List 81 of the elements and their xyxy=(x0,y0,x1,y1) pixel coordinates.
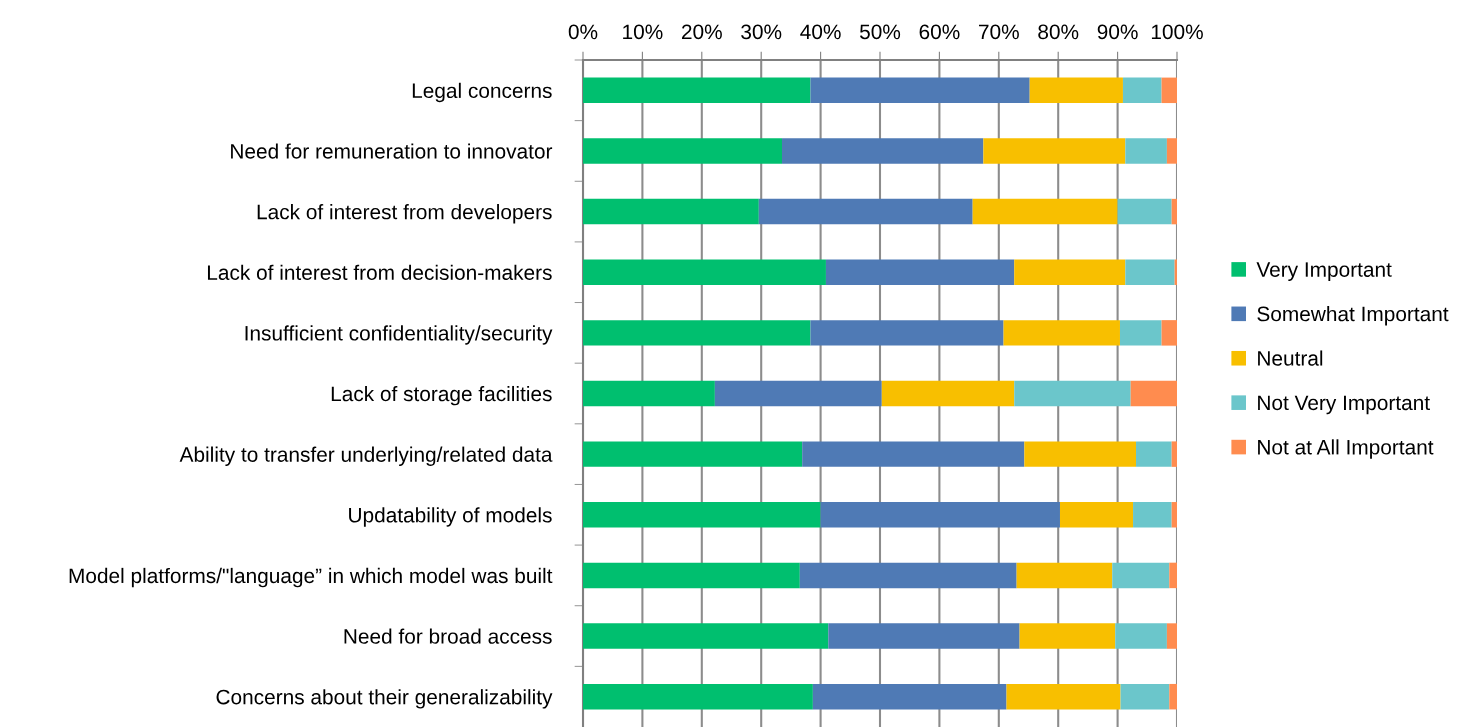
bar xyxy=(1014,380,1131,407)
bar xyxy=(1014,259,1126,285)
x-tick-label: 10% xyxy=(623,24,663,40)
bar xyxy=(583,562,800,589)
bar xyxy=(1171,198,1177,225)
bar xyxy=(583,138,782,164)
bar xyxy=(1019,623,1116,649)
y-tick-label: Model platforms/"language” in which model was built xyxy=(69,567,553,588)
bar xyxy=(1166,138,1177,164)
bar xyxy=(810,77,1030,104)
y-tick-label: Lack of storage facilities xyxy=(331,385,552,406)
bar xyxy=(1117,198,1172,225)
x-tick-label: 80% xyxy=(1038,24,1079,40)
bar xyxy=(583,502,821,528)
bar xyxy=(1171,502,1177,528)
bar xyxy=(1171,441,1177,467)
bar xyxy=(983,138,1126,164)
y-tick-label: Insufficient confidentiality/security xyxy=(245,325,553,345)
bar xyxy=(583,77,811,104)
x-tick-label: 50% xyxy=(859,24,901,40)
bar xyxy=(1006,683,1121,710)
x-tick-label: 0% xyxy=(568,24,598,40)
bar xyxy=(583,683,813,710)
x-tick-label: 40% xyxy=(800,24,841,40)
legend-label: Not at All Important xyxy=(1258,439,1434,459)
legend-label: Very Important xyxy=(1256,262,1392,282)
bar xyxy=(583,623,829,649)
bar xyxy=(583,320,811,346)
y-tick-label: Need for remuneration to innovator xyxy=(231,143,553,159)
x-tick-label: 30% xyxy=(741,24,782,40)
legend-label: Somewhat Important xyxy=(1257,306,1449,326)
y-tick-label: Legal concerns xyxy=(412,82,552,103)
bar xyxy=(820,502,1060,528)
bar xyxy=(714,380,882,407)
bar xyxy=(1136,441,1172,467)
x-tick-label: 90% xyxy=(1097,24,1138,40)
bar xyxy=(1125,138,1167,164)
y-tick-label: Concerns about their generalizability xyxy=(216,689,553,709)
bar xyxy=(583,380,715,407)
bar xyxy=(1169,562,1177,589)
bar xyxy=(1016,562,1113,589)
bar xyxy=(1112,562,1170,589)
y-tick-label: Ability to transfer underlying/related data xyxy=(179,446,553,467)
bar xyxy=(810,320,1004,346)
bar xyxy=(583,259,826,285)
bar xyxy=(825,259,1015,285)
legend-label: Neutral xyxy=(1258,350,1323,366)
bar xyxy=(583,198,759,225)
bar xyxy=(1003,320,1120,346)
y-tick-label: Lack of interest from developers xyxy=(257,204,552,224)
bar xyxy=(1125,259,1175,285)
bar xyxy=(881,380,1015,407)
bar xyxy=(1166,623,1177,649)
bar xyxy=(972,198,1118,225)
bar xyxy=(781,138,984,164)
bar xyxy=(1122,77,1162,104)
x-tick-label: 70% xyxy=(979,24,1019,40)
y-tick-label: Lack of interest from decision-makers xyxy=(207,264,552,280)
bar xyxy=(1161,320,1177,346)
y-tick-label: Updatability of models xyxy=(349,507,552,527)
bar xyxy=(1029,77,1123,104)
bar xyxy=(1119,320,1162,346)
y-tick-label: Need for broad access xyxy=(344,628,552,644)
bar xyxy=(812,683,1007,710)
bar xyxy=(583,441,803,467)
bar xyxy=(1169,683,1177,710)
legend-label: Not Very Important xyxy=(1258,395,1430,415)
x-tick-label: 20% xyxy=(682,24,722,40)
bar xyxy=(1024,441,1137,467)
bar xyxy=(828,623,1020,649)
bar xyxy=(799,562,1017,589)
x-tick-label: 60% xyxy=(919,24,960,40)
bar xyxy=(1130,380,1177,407)
bar xyxy=(1059,502,1134,528)
bar xyxy=(758,198,973,225)
bar xyxy=(1133,502,1172,528)
bar xyxy=(1161,77,1177,104)
x-tick-label: 100% xyxy=(1151,24,1203,40)
bar xyxy=(1115,623,1167,649)
bar xyxy=(1120,683,1170,710)
bar xyxy=(802,441,1025,467)
